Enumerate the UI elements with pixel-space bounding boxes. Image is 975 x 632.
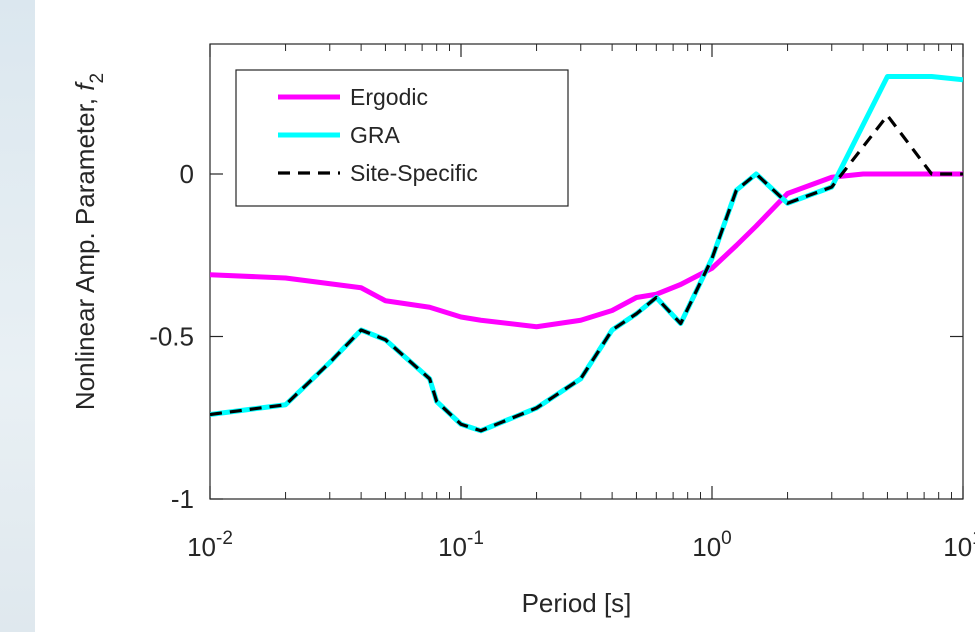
series-line (210, 171, 963, 330)
legend-box (235, 69, 569, 207)
x-tick-label: 100 (692, 528, 732, 562)
x-axis-label: Period [s] (522, 588, 632, 618)
y-axis-label: Nonlinear Amp. Parameter, f2 (70, 73, 108, 410)
x-tick-label: 10-1 (438, 528, 484, 562)
series-line (210, 74, 963, 434)
legend-label: Site-Specific (350, 160, 478, 186)
plot-frame (209, 43, 964, 500)
x-tick-label: 101 (943, 528, 975, 562)
y-tick-label: 0 (180, 159, 194, 189)
legend-label: GRA (350, 122, 401, 148)
y-tick-label: -1 (171, 484, 194, 514)
legend-label: Ergodic (350, 84, 428, 110)
y-tick-label: -0.5 (149, 322, 194, 352)
x-tick-label: 10-2 (187, 528, 233, 562)
